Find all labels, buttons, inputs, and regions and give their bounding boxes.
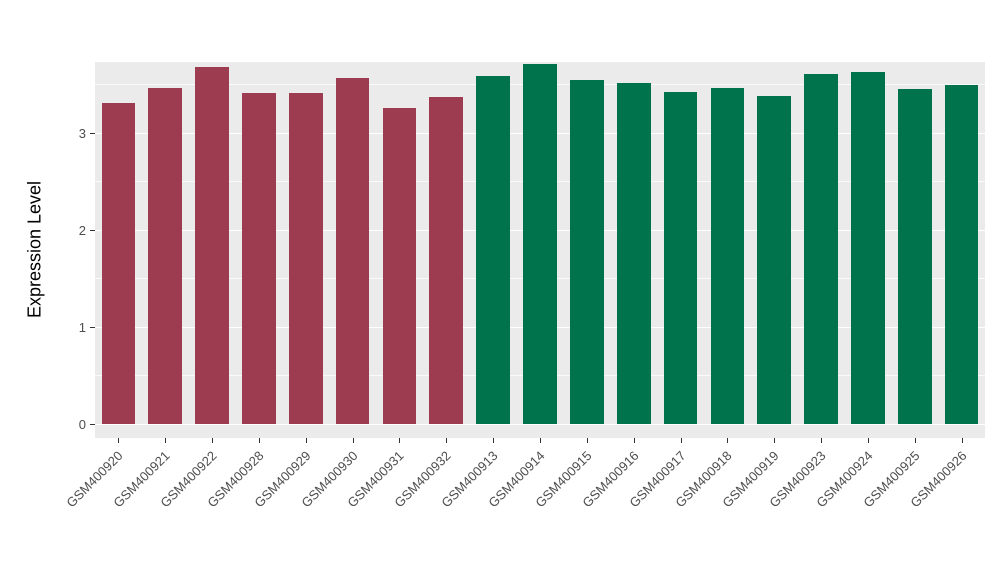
bar-GSM400924 xyxy=(851,71,885,424)
x-tick-mark xyxy=(165,438,167,443)
y-tick-mark xyxy=(90,132,95,134)
y-tick-mark xyxy=(90,424,95,425)
y-tick-label: 2 xyxy=(78,222,86,238)
y-axis-title: Expression Level xyxy=(24,180,45,319)
bar-GSM400929 xyxy=(288,93,323,424)
x-tick-mark xyxy=(352,438,354,443)
x-tick-mark xyxy=(446,438,448,443)
bar-GSM400920 xyxy=(101,102,136,424)
x-tick-mark xyxy=(305,438,307,443)
bar-GSM400930 xyxy=(335,77,370,424)
y-tick-label: 0 xyxy=(78,417,86,432)
bar-GSM400915 xyxy=(569,80,604,424)
x-tick-mark xyxy=(774,438,776,443)
x-tick-mark xyxy=(540,438,541,443)
y-tick-label: 1 xyxy=(78,319,86,335)
x-tick-mark xyxy=(493,438,495,443)
x-tick-mark xyxy=(258,438,260,443)
x-tick-mark xyxy=(212,438,214,443)
bar-GSM400916 xyxy=(616,83,651,424)
bar-GSM400932 xyxy=(429,96,464,424)
x-tick-mark xyxy=(680,438,682,443)
x-tick-mark xyxy=(633,438,635,443)
bar-GSM400913 xyxy=(476,75,510,424)
major-gridline xyxy=(95,424,985,426)
bar-GSM400922 xyxy=(195,66,229,424)
bar-GSM400914 xyxy=(523,63,557,424)
x-tick-mark xyxy=(821,438,823,443)
x-tick-mark xyxy=(961,438,963,443)
bar-GSM400925 xyxy=(897,89,932,424)
x-tick-mark xyxy=(867,438,869,443)
y-tick-mark xyxy=(90,229,95,231)
bar-GSM400923 xyxy=(804,73,838,424)
x-tick-label: GSM400926 xyxy=(906,448,970,511)
bar-GSM400928 xyxy=(242,93,276,424)
y-tick-mark xyxy=(90,326,95,328)
bar-GSM400917 xyxy=(663,92,698,424)
x-tick-mark xyxy=(727,438,729,443)
bar-GSM400918 xyxy=(710,88,745,424)
y-tick-label: 3 xyxy=(78,125,86,141)
bar-GSM400931 xyxy=(382,107,417,424)
plot-panel xyxy=(95,62,985,438)
bar-GSM400921 xyxy=(148,88,183,424)
x-tick-mark xyxy=(399,438,401,443)
bar-GSM400926 xyxy=(944,85,979,424)
x-tick-mark xyxy=(586,438,588,443)
x-tick-mark xyxy=(914,438,916,443)
x-tick-mark xyxy=(118,438,120,443)
bar-GSM400919 xyxy=(757,95,792,424)
